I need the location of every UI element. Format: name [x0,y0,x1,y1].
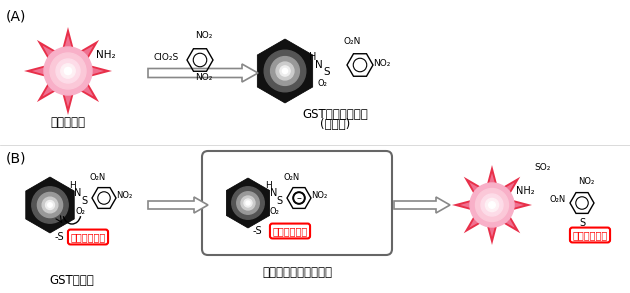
Text: グルタチオン: グルタチオン [272,226,307,236]
Text: GSTが触媒: GSTが触媒 [50,275,94,287]
Polygon shape [460,173,524,237]
Circle shape [489,202,495,208]
Polygon shape [26,177,74,233]
Text: H: H [309,52,316,62]
Circle shape [470,183,514,227]
Text: NO₂: NO₂ [578,176,594,185]
Text: 蛍光化合物: 蛍光化合物 [50,117,86,130]
Text: O₂N: O₂N [283,173,299,181]
Circle shape [246,201,250,205]
Text: NO₂: NO₂ [195,30,212,40]
Text: O₂: O₂ [318,79,328,88]
Text: –: – [297,193,301,203]
Text: O₂N: O₂N [344,37,362,45]
Text: S: S [81,196,87,206]
Text: S: S [579,218,585,228]
Text: O₂: O₂ [75,207,85,217]
FancyArrow shape [394,197,450,213]
Text: O₂N: O₂N [90,173,106,181]
Text: NO₂: NO₂ [373,59,391,67]
Circle shape [481,194,503,216]
Circle shape [476,188,508,222]
Circle shape [44,47,92,95]
Text: H: H [265,180,272,190]
Circle shape [244,199,252,207]
Text: NH₂: NH₂ [96,50,116,60]
Circle shape [64,67,72,75]
Text: N: N [315,60,323,70]
Text: グルタチオン: グルタチオン [573,230,607,240]
Circle shape [280,66,290,76]
Text: S: S [276,196,282,206]
Text: (B): (B) [6,151,26,165]
Text: マイゼンハイマー錯体: マイゼンハイマー錯体 [262,267,332,280]
Text: NO₂: NO₂ [195,72,212,81]
Text: O₂: O₂ [270,207,280,217]
Circle shape [61,64,75,78]
Circle shape [232,187,264,219]
Text: O₂N: O₂N [550,195,566,204]
Text: GST検出プローブ: GST検出プローブ [302,108,368,122]
Circle shape [32,187,68,223]
Polygon shape [257,39,312,103]
Circle shape [50,53,86,89]
Text: SO₂: SO₂ [534,163,551,171]
Text: グルタチオン: グルタチオン [71,232,106,242]
Circle shape [237,192,260,214]
Circle shape [48,203,52,207]
FancyArrow shape [148,64,258,82]
Text: NO₂: NO₂ [116,192,132,200]
Polygon shape [32,35,104,107]
Text: NO₂: NO₂ [311,192,327,200]
Polygon shape [24,27,112,115]
Circle shape [42,197,58,213]
Circle shape [37,193,62,218]
Circle shape [56,59,80,83]
Polygon shape [226,178,270,228]
Text: -S: -S [55,232,65,242]
Circle shape [485,198,498,212]
Circle shape [45,200,54,209]
Circle shape [276,62,294,80]
Circle shape [264,50,306,92]
Text: ClO₂S: ClO₂S [154,52,180,62]
Text: S: S [323,67,329,77]
FancyArrow shape [148,197,208,213]
Text: H: H [69,180,76,190]
Polygon shape [452,165,532,245]
Text: (無蛍光): (無蛍光) [320,118,350,132]
Text: (A): (A) [6,10,26,24]
Text: NH₂: NH₂ [516,186,535,196]
Circle shape [282,69,287,74]
Circle shape [241,196,255,210]
Text: N: N [270,188,277,198]
Circle shape [271,57,299,85]
Text: -S: -S [253,226,263,236]
Text: N: N [74,188,81,198]
